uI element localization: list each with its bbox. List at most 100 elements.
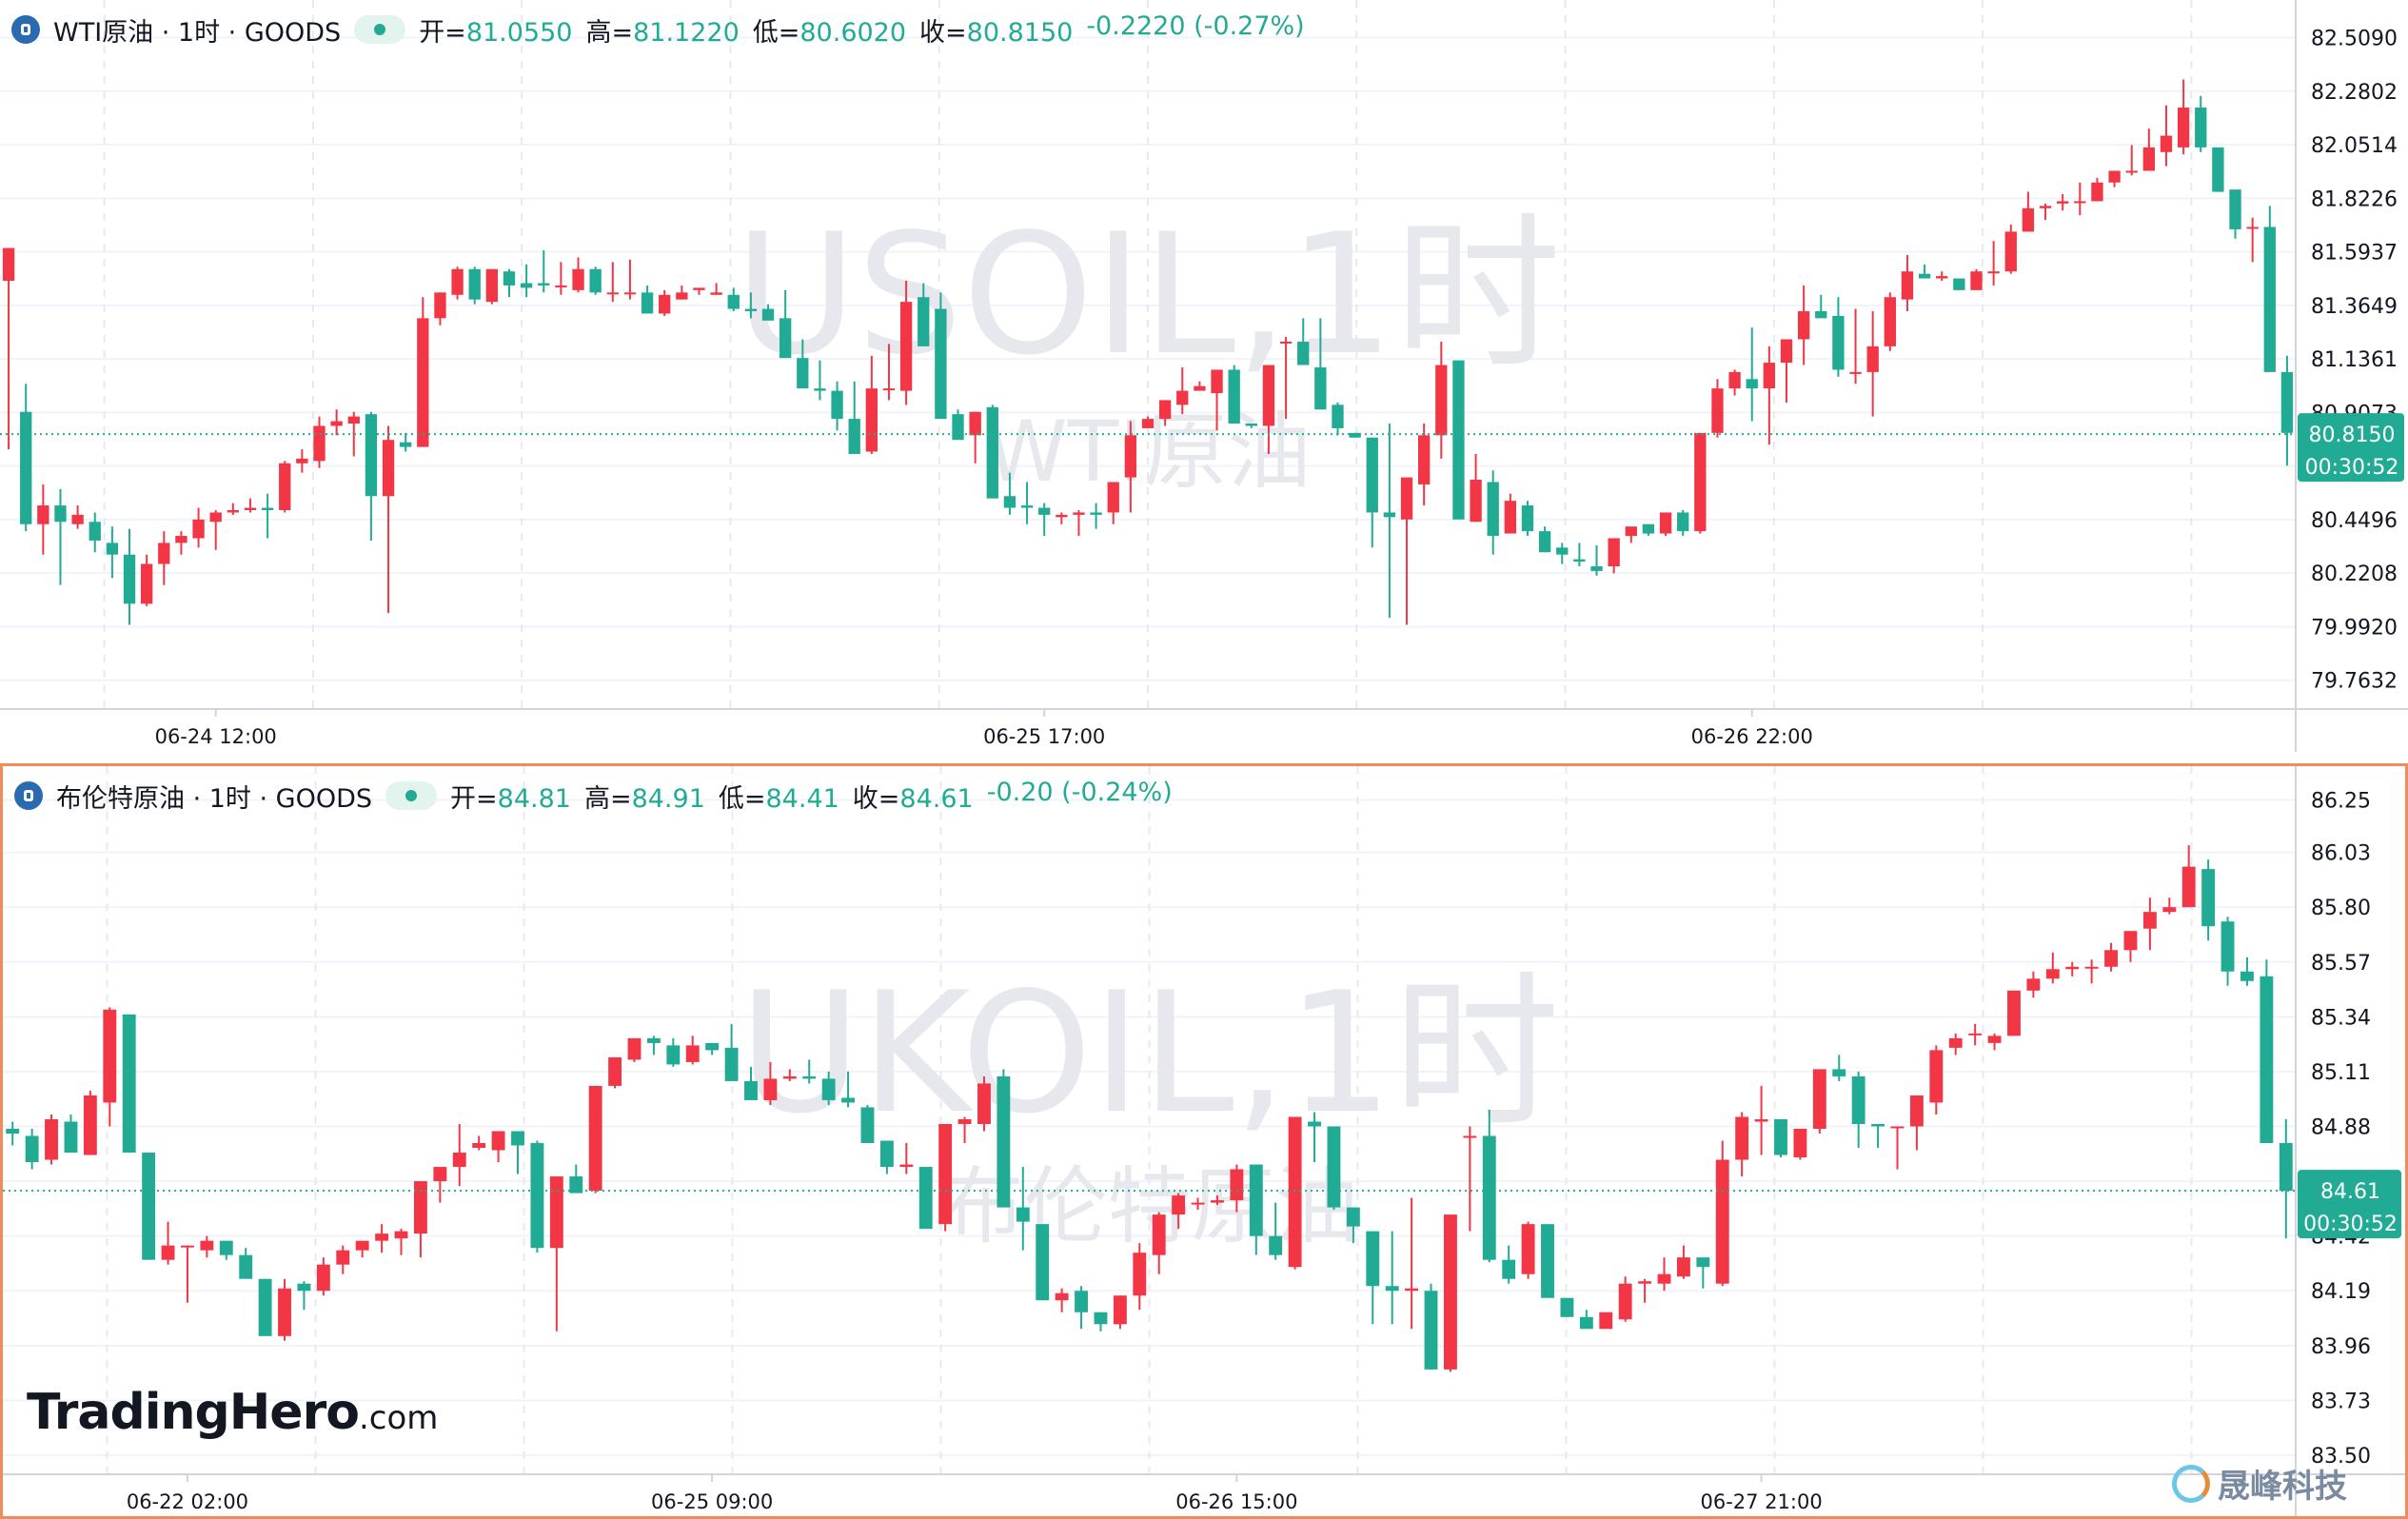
brent-chart-panel[interactable]: UKOIL,1时 布伦特原油 86.25 86.03 85.80 85.57 85.34 85… [0, 763, 2408, 1519]
brent-candle-body [841, 1097, 856, 1103]
high-value: 81.1220 [633, 17, 740, 48]
brent-candle-body [918, 1167, 933, 1230]
brent-candle-body [1249, 1164, 1263, 1236]
wti-candle-body [555, 285, 567, 287]
brent-candle-body [588, 1085, 602, 1192]
wti-candle-body [1417, 435, 1431, 484]
wti-candle-body [1573, 559, 1586, 562]
close-value: 84.61 [899, 783, 974, 814]
brent-symbol-title[interactable]: 布伦特原油 · 1时 · GOODS [56, 783, 373, 814]
brent-candle-body [122, 1014, 136, 1154]
wti-candlestick-chart[interactable]: USOIL,1时WTI原油82.509082.280282.051481.822… [0, 0, 2408, 752]
brent-candle-body [375, 1233, 389, 1241]
brent-candle-body [1288, 1116, 1302, 1268]
low-label: 低= [718, 783, 766, 814]
open-value: 81.0550 [465, 17, 573, 48]
wti-candle-body [2229, 189, 2241, 229]
brent-candlestick-chart[interactable]: UKOIL,1时布伦特原油86.2586.0385.8085.5785.3485… [3, 766, 2405, 1516]
brent-candle-body [2260, 976, 2274, 1144]
wti-candle-body [2074, 201, 2086, 204]
wti-candle-body [520, 283, 533, 288]
low-value: 80.6020 [799, 17, 907, 48]
wti-candle-body [2160, 135, 2173, 152]
wti-candle-body [1953, 278, 1965, 290]
wti-candle-body [1918, 273, 1931, 279]
wti-candle-body [848, 419, 860, 454]
wti-candle-body [209, 512, 222, 523]
brent-candle-body [1016, 1207, 1030, 1222]
wti-candle-body [1124, 435, 1137, 478]
brent-last-price-badge [2298, 1170, 2401, 1239]
brent-candle-body [1405, 1288, 1419, 1292]
wti-candle-body [899, 302, 913, 391]
brent-candle-body [1346, 1207, 1360, 1227]
wti-candle-body [882, 388, 896, 391]
brent-candle-body [2026, 978, 2041, 991]
brent-watermark-title: UKOIL,1时 [739, 957, 1559, 1151]
brent-candle-body [1696, 1257, 1710, 1268]
wti-candle-body [710, 292, 722, 295]
brent-candle-body [1036, 1224, 1050, 1301]
wti-candle-body [1262, 365, 1275, 426]
brent-candle-body [1599, 1312, 1613, 1330]
shengfeng-logo: 晟峰科技 [2172, 1460, 2347, 1507]
brent-candle-body [646, 1037, 661, 1043]
brent-candle-body [394, 1231, 408, 1239]
wti-candle-body [744, 308, 758, 311]
brent-y-tick-label: 83.73 [2311, 1390, 2371, 1413]
wti-candle-body [1349, 432, 1361, 438]
wti-candle-body [1797, 310, 1810, 340]
wti-candle-body [140, 563, 153, 604]
wti-candle-body [1642, 523, 1655, 534]
wti-candle-body [1746, 379, 1758, 389]
wti-candle-body [831, 390, 843, 420]
wti-x-tick-label: 06-26 22:00 [1691, 725, 1813, 748]
wti-candle-body [952, 414, 964, 441]
brent-candle-body [1560, 1297, 1574, 1317]
wti-candle-body [330, 421, 343, 426]
wti-chart-panel[interactable]: USOIL,1时 WTI原油 82.5090 82.2802 82.0514 81.822… [0, 0, 2408, 752]
wti-candle-body [1020, 505, 1034, 508]
brent-candle-body [1327, 1126, 1341, 1208]
wti-candle-body [1470, 480, 1482, 523]
wti-candle-body [1625, 526, 1637, 537]
brent-candle-body [452, 1153, 466, 1168]
wti-symbol-title[interactable]: WTI原油 · 1时 · GOODS [53, 17, 342, 48]
wti-candle-body [1538, 531, 1551, 553]
wti-candle-body [2246, 227, 2259, 229]
brent-candle-body [860, 1107, 875, 1144]
brent-candle-body [64, 1121, 78, 1154]
wti-candle-body [54, 505, 67, 523]
brent-candle-body [258, 1278, 272, 1336]
wti-candle-body [1866, 345, 1879, 372]
wti-candle-body [1245, 424, 1257, 426]
brent-candle-body [821, 1078, 836, 1100]
low-label: 低= [752, 17, 800, 48]
wti-candle-body [1970, 271, 1983, 290]
wti-candle-body [1452, 360, 1465, 520]
brent-candle-body [1366, 1231, 1380, 1287]
brent-candle-body [879, 1140, 894, 1168]
brent-candle-body [2123, 931, 2138, 951]
brent-candle-body [1618, 1283, 1632, 1320]
brent-legend: 布伦特原油 · 1时 · GOODS 开=84.81 高=84.91 低=84.… [14, 776, 1173, 816]
wti-watermark-title: USOIL,1时 [735, 199, 1561, 392]
brent-candle-body [2201, 869, 2216, 927]
wti-candle-body [1176, 390, 1189, 405]
wti-candle-body [1194, 385, 1206, 391]
wti-candle-body [1056, 514, 1068, 518]
wti-y-tick-label: 79.9920 [2311, 616, 2398, 640]
brent-candle-body [83, 1095, 97, 1155]
wti-candle-body [1711, 388, 1724, 433]
wti-candle-body [227, 509, 239, 513]
market-status-icon[interactable] [354, 15, 406, 44]
wti-candle-body [1936, 276, 1948, 279]
brent-candle-body [2240, 971, 2254, 981]
brent-candle-body [1152, 1214, 1166, 1255]
brent-candle-body [1987, 1036, 2002, 1043]
wti-candle-body [1073, 512, 1085, 515]
wti-y-tick-label: 79.7632 [2311, 670, 2398, 694]
wti-candle-body [1487, 482, 1499, 537]
market-status-icon[interactable] [385, 781, 438, 810]
wti-candle-body [865, 388, 878, 452]
